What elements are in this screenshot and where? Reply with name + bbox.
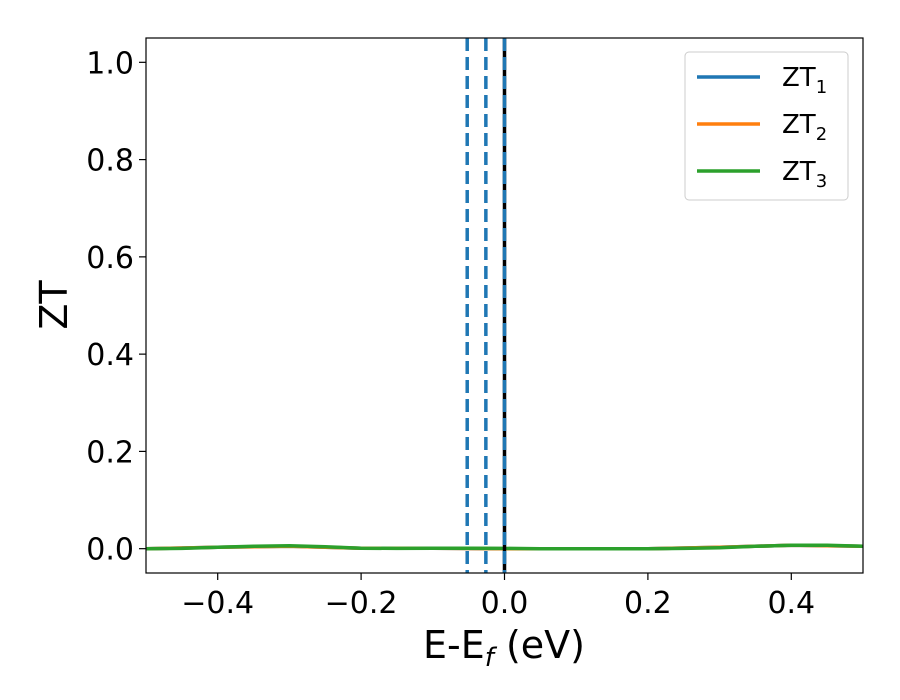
x-tick-label: 0.0 bbox=[481, 586, 529, 621]
plot-area bbox=[146, 38, 863, 573]
legend-label-1: ZT1 bbox=[782, 63, 827, 98]
x-tick-label: 0.4 bbox=[767, 586, 815, 621]
x-tick-label: −0.2 bbox=[325, 586, 398, 621]
y-tick-label: 1.0 bbox=[86, 46, 134, 81]
x-axis-label: E-Ef (eV) bbox=[423, 623, 585, 673]
legend-label-3: ZT3 bbox=[782, 157, 827, 192]
legend: ZT1 ZT2 ZT3 bbox=[684, 51, 849, 201]
legend-box bbox=[684, 51, 849, 201]
x-axis: −0.4 −0.2 0.0 0.2 0.4 bbox=[181, 573, 815, 621]
legend-label-2: ZT2 bbox=[782, 110, 827, 145]
x-tick-label: 0.2 bbox=[624, 586, 672, 621]
y-tick-label: 0.8 bbox=[86, 144, 134, 179]
y-axis: 0.0 0.2 0.4 0.6 0.8 1.0 bbox=[86, 46, 146, 568]
x-tick-label: −0.4 bbox=[181, 586, 254, 621]
y-tick-label: 0.6 bbox=[86, 241, 134, 276]
y-axis-label: ZT bbox=[32, 280, 76, 330]
y-tick-label: 0.0 bbox=[86, 533, 134, 568]
y-tick-label: 0.4 bbox=[86, 338, 134, 373]
y-tick-label: 0.2 bbox=[86, 435, 134, 470]
